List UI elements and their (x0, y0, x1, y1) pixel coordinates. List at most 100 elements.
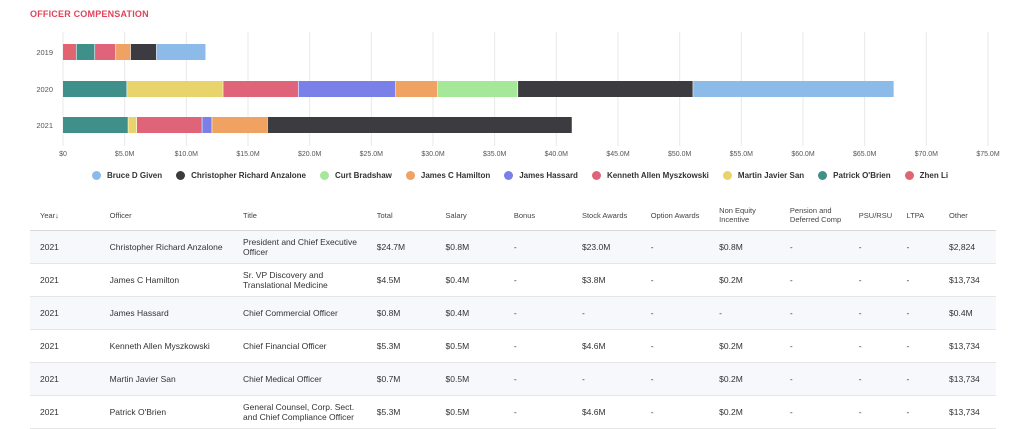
cell-non-equity-incentive: - (713, 296, 784, 330)
table-row: 2021 James C Hamilton Sr. VP Discovery a… (30, 263, 996, 297)
cell-bonus: - (507, 395, 576, 429)
x-tick-label: $10.0M (175, 151, 199, 158)
cell-year: 2021 (30, 263, 104, 297)
cell-non-equity-incentive: $0.2M (713, 395, 784, 429)
cell-non-equity-incentive: $0.2M (713, 362, 784, 396)
cell-option-awards: - (644, 296, 714, 330)
cell-title: General Counsel, Corp. Sect. and Chief C… (237, 395, 371, 429)
bar-segment-bruce-d-given-2019 (156, 44, 206, 60)
cell-salary: $0.5M (439, 362, 508, 396)
cell-option-awards: - (644, 362, 714, 396)
legend-item-kenneth-allen-myszkowski[interactable]: Kenneth Allen Myszkowski (591, 171, 709, 180)
cell-officer: James C Hamilton (103, 263, 238, 297)
bar-segment-kenneth-allen-myszkowski-2021 (137, 117, 202, 133)
cell-salary: $0.5M (439, 329, 508, 363)
legend-swatch (504, 171, 514, 180)
cell-other: $0.4M (943, 296, 996, 330)
cell-ltpa: - (900, 230, 944, 264)
header-year[interactable]: Year↓ (30, 200, 104, 231)
cell-psu-rsu: - (852, 230, 901, 264)
x-tick-label: $65.0M (853, 151, 877, 158)
cell-total: $24.7M (370, 230, 440, 264)
cell-non-equity-incentive: $0.2M (713, 263, 784, 297)
bar-segment-martin-javier-san-2021 (128, 117, 137, 133)
header-non-equity-incentive[interactable]: Non Equity Incentive (713, 200, 784, 231)
legend-swatch (92, 171, 101, 180)
header-option-awards[interactable]: Option Awards (644, 200, 714, 231)
legend-swatch (722, 171, 732, 180)
bar-segment-bruce-d-given-2020 (693, 81, 894, 97)
bar-segment-james-c-hamilton-2020 (396, 81, 438, 97)
cell-officer: Patrick O'Brien (103, 395, 238, 429)
bar-segment-curt-bradshaw-2020 (437, 81, 518, 97)
header-ltpa[interactable]: LTPA (900, 200, 944, 231)
x-tick-label: $5.0M (115, 151, 135, 158)
cell-year: 2021 (30, 230, 104, 264)
bar-segment-patrick-o-brien-2021 (63, 117, 128, 133)
cell-total: $4.5M (370, 263, 440, 297)
table-row: 2021 James Hassard Chief Commercial Offi… (30, 296, 996, 330)
legend-item-martin-javier-san[interactable]: Martin Javier San (722, 171, 805, 180)
bar-segment-christopher-richard-anzalone-2021 (267, 117, 572, 133)
y-category-label: 2020 (36, 85, 53, 94)
legend-swatch (319, 171, 329, 180)
legend-item-patrick-o-brien[interactable]: Patrick O'Brien (818, 171, 891, 180)
legend-item-bruce-d-given[interactable]: Bruce D Given (92, 171, 162, 180)
bar-segment-patrick-o-brien-2020 (63, 81, 127, 97)
bar-segment-zhen-li-2019 (63, 44, 76, 60)
x-tick-label: $70.0M (915, 151, 939, 158)
x-tick-label: $60.0M (791, 151, 815, 158)
bar-segment-kenneth-allen-myszkowski-2020 (223, 81, 298, 97)
legend-swatch (904, 171, 914, 180)
chart-legend: Bruce D Given Christopher Richard Anzalon… (92, 171, 948, 180)
x-tick-label: $35.0M (483, 151, 507, 158)
legend-item-christopher-richard-anzalone[interactable]: Christopher Richard Anzalone (176, 171, 306, 180)
legend-label: Martin Javier San (737, 171, 805, 180)
x-tick-label: $45.0M (606, 151, 630, 158)
cell-year: 2021 (30, 395, 104, 429)
cell-pension: - (783, 296, 853, 330)
cell-title: Sr. VP Discovery and Translational Medic… (237, 263, 371, 297)
cell-bonus: - (507, 362, 576, 396)
x-tick-label: $55.0M (730, 151, 754, 158)
legend-label: Patrick O'Brien (833, 171, 891, 180)
cell-other: $13,734 (943, 329, 996, 363)
bar-segment-martin-javier-san-2020 (127, 81, 223, 97)
cell-year: 2021 (30, 296, 104, 330)
table-row: 2021 Kenneth Allen Myszkowski Chief Fina… (30, 329, 996, 363)
header-other[interactable]: Other (943, 200, 996, 231)
legend-item-james-c-hamilton[interactable]: James C Hamilton (405, 171, 491, 180)
cell-salary: $0.4M (439, 296, 508, 330)
table-body: 2021 Christopher Richard Anzalone Presid… (30, 230, 996, 429)
y-category-label: 2021 (36, 121, 53, 130)
legend-swatch (405, 171, 415, 180)
cell-title: Chief Financial Officer (237, 329, 371, 363)
header-stock-awards[interactable]: Stock Awards (575, 200, 645, 231)
header-pension-deferred-comp[interactable]: Pension and Deferred Comp (783, 200, 853, 231)
cell-ltpa: - (900, 296, 944, 330)
cell-bonus: - (507, 296, 576, 330)
legend-item-curt-bradshaw[interactable]: Curt Bradshaw (319, 171, 392, 180)
cell-salary: $0.4M (439, 263, 508, 297)
cell-option-awards: - (644, 329, 714, 363)
header-title[interactable]: Title (237, 200, 371, 231)
cell-bonus: - (507, 263, 576, 297)
header-total[interactable]: Total (370, 200, 440, 231)
x-tick-label: $15.0M (236, 151, 260, 158)
cell-total: $5.3M (370, 329, 440, 363)
section-title: OFFICER COMPENSATION (30, 9, 149, 19)
header-salary[interactable]: Salary (439, 200, 508, 231)
cell-stock-awards: $4.6M (575, 395, 645, 429)
header-bonus[interactable]: Bonus (507, 200, 576, 231)
cell-officer: James Hassard (103, 296, 238, 330)
header-officer[interactable]: Officer (103, 200, 238, 231)
cell-pension: - (783, 230, 853, 264)
legend-label: James C Hamilton (420, 171, 491, 180)
header-psu-rsu[interactable]: PSU/RSU (852, 200, 901, 231)
y-category-label: 2019 (36, 48, 53, 57)
legend-item-zhen-li[interactable]: Zhen Li (904, 171, 948, 180)
x-tick-label: $75.0M (976, 151, 1000, 158)
compensation-stacked-bar-chart: $0 $5.0M $10.0M $15.0M $20.0M $25.0M $30.0M $35… (36, 32, 1000, 158)
cell-psu-rsu: - (852, 296, 901, 330)
legend-item-james-hassard[interactable]: James Hassard (504, 171, 578, 180)
